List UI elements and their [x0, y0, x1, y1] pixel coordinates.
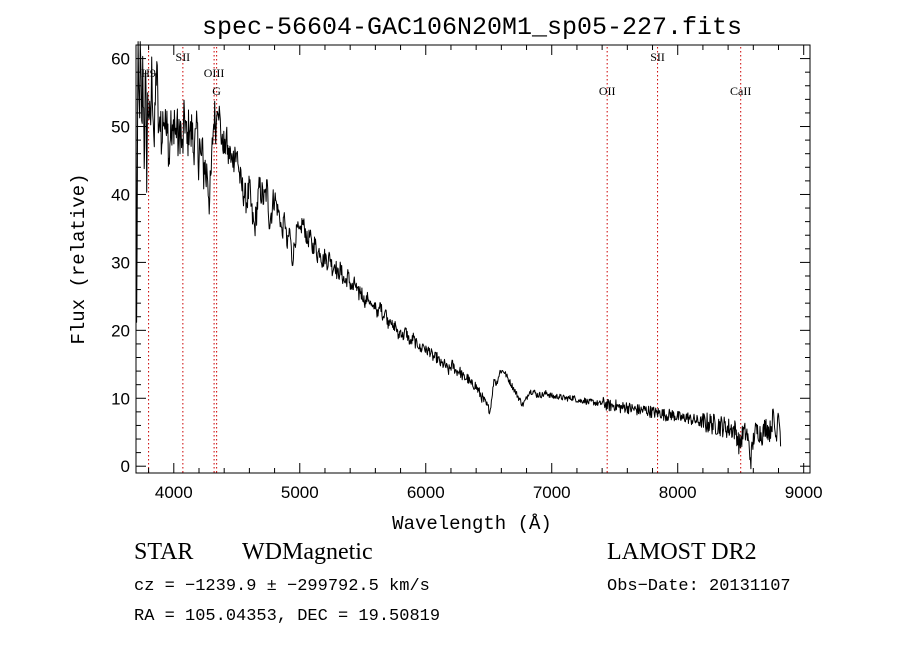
survey-name: LAMOST DR2 [607, 539, 757, 565]
y-tick-label: 60 [111, 50, 130, 69]
x-tick-label: 4000 [155, 483, 193, 502]
y-tick-label: 30 [111, 253, 130, 272]
y-tick-label: 10 [111, 389, 130, 408]
x-tick-label: 9000 [785, 483, 823, 502]
spectral-line-markers: H9 SII OIII G OII SII CaII [141, 47, 751, 473]
spectral-line-label: OIII [204, 66, 225, 80]
axis-ticks: 4000 5000 6000 7000 8000 9000 0 10 20 30 40 50 60 [111, 44, 823, 502]
x-axis-label: Wavelength (Å) [392, 513, 552, 535]
x-tick-label: 5000 [281, 483, 319, 502]
footer-info: STAR WDMagnetic LAMOST DR2 cz = −1239.9 … [134, 539, 791, 626]
ra-dec: RA = 105.04353, DEC = 19.50819 [134, 607, 440, 626]
y-tick-label: 50 [111, 118, 130, 137]
spectral-line-label: H9 [141, 66, 156, 80]
plot-area: H9 SII OIII G OII SII CaII 4000 5000 6000 7000 800… [111, 41, 823, 502]
chart-title: spec-56604-GAC106N20M1_sp05-227.fits [202, 13, 742, 42]
x-tick-label: 7000 [533, 483, 571, 502]
x-tick-label: 6000 [407, 483, 445, 502]
object-subclass: WDMagnetic [242, 539, 373, 565]
spectral-line-label: SII [650, 50, 665, 64]
y-tick-label: 0 [121, 457, 130, 476]
spectral-line-label: CaII [730, 84, 751, 98]
object-class: STAR [134, 539, 193, 565]
redshift-cz: cz = −1239.9 ± −299792.5 km/s [134, 577, 430, 596]
y-tick-label: 20 [111, 321, 130, 340]
plot-frame [135, 44, 811, 474]
spectral-line-label: OII [599, 84, 616, 98]
observation-date: Obs−Date: 20131107 [607, 577, 791, 596]
y-tick-label: 40 [111, 185, 130, 204]
y-axis-label: Flux (relative) [68, 173, 90, 344]
spectrum-line [135, 41, 782, 470]
x-tick-label: 8000 [659, 483, 697, 502]
spectral-line-label: G [212, 84, 221, 98]
spectral-line-label: SII [176, 50, 191, 64]
